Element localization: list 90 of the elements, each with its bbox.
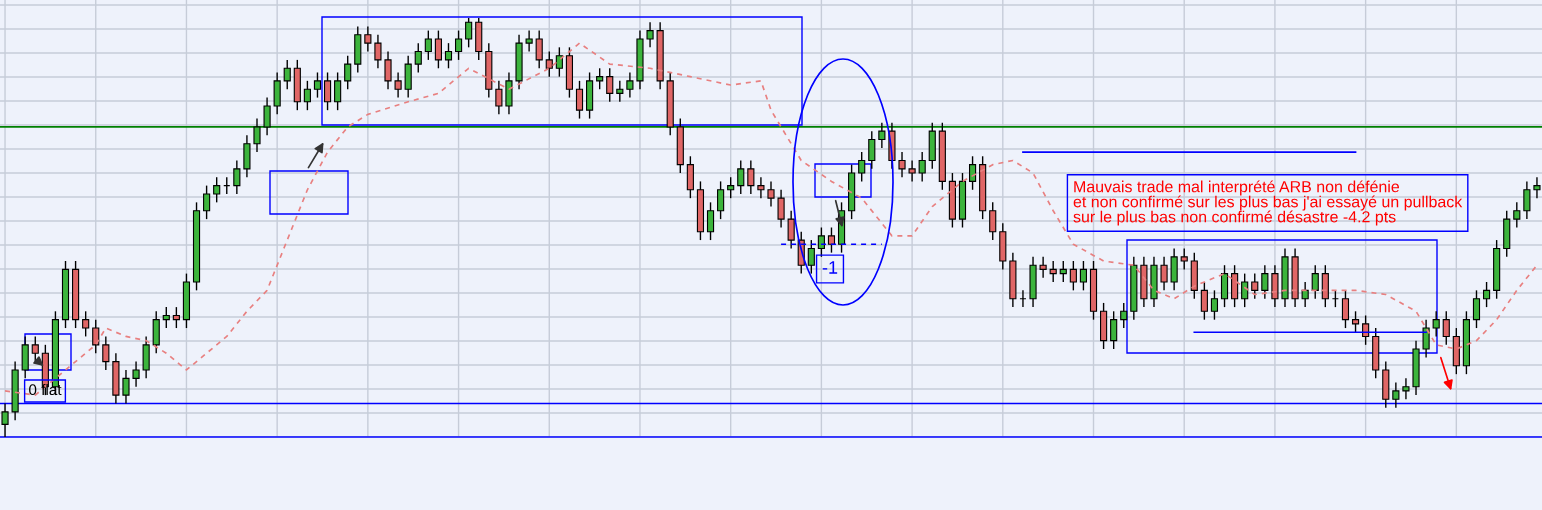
candlestick bbox=[1079, 260, 1088, 292]
candlestick bbox=[444, 42, 453, 69]
candlestick bbox=[1482, 281, 1491, 308]
candlestick bbox=[1049, 260, 1057, 283]
candlestick bbox=[203, 184, 211, 220]
candlestick bbox=[747, 159, 755, 195]
candlestick bbox=[535, 29, 543, 69]
candlestick bbox=[82, 310, 90, 338]
candlestick bbox=[102, 335, 110, 371]
candlestick bbox=[626, 71, 634, 99]
candlestick bbox=[394, 71, 402, 99]
candlestick bbox=[918, 151, 926, 183]
candlestick bbox=[213, 176, 221, 204]
candlestick bbox=[263, 96, 271, 137]
annotation: Mauvais trade mal interprété ARB non défénie et non confirmé sur les plus bas j'ai essayé un pullback sur le plus bas non confirmé désastre -4.2 pts bbox=[1073, 180, 1463, 226]
candlestick bbox=[616, 80, 624, 103]
candlestick bbox=[1261, 264, 1269, 300]
candlestick bbox=[1069, 260, 1077, 292]
candlestick bbox=[495, 80, 503, 116]
candlestick bbox=[313, 71, 322, 99]
candlestick bbox=[1351, 310, 1360, 333]
candlestick bbox=[364, 25, 372, 53]
candlestick bbox=[1200, 281, 1208, 321]
candlestick bbox=[162, 306, 170, 329]
candlestick bbox=[344, 55, 352, 90]
candlestick bbox=[1241, 272, 1249, 308]
candlestick bbox=[1523, 180, 1531, 220]
candlestick bbox=[1, 402, 9, 437]
candlestick bbox=[384, 50, 392, 90]
candlestick bbox=[434, 29, 442, 69]
candlestick bbox=[1422, 318, 1430, 359]
candlestick bbox=[1180, 247, 1188, 271]
candlestick bbox=[545, 50, 553, 78]
candlestick bbox=[454, 29, 463, 61]
candlestick bbox=[606, 67, 614, 103]
candlestick bbox=[908, 159, 916, 183]
candlestick bbox=[1472, 289, 1481, 329]
candlestick bbox=[525, 29, 533, 53]
candlestick bbox=[1059, 260, 1067, 283]
candlestick bbox=[787, 210, 795, 250]
candlestick bbox=[465, 17, 473, 49]
candlestick bbox=[303, 80, 311, 111]
candlestick bbox=[596, 67, 604, 90]
candlestick bbox=[374, 34, 382, 69]
candlestick bbox=[757, 176, 765, 199]
candlestick bbox=[1160, 256, 1168, 292]
candlestick bbox=[283, 59, 291, 90]
candlestick bbox=[646, 21, 654, 49]
candlestick bbox=[1110, 310, 1118, 350]
candlestick bbox=[1341, 289, 1350, 329]
candlestick bbox=[555, 46, 563, 78]
candlestick bbox=[1120, 302, 1128, 329]
candlestick bbox=[233, 159, 241, 195]
candlestick bbox=[1251, 272, 1259, 300]
candlestick bbox=[827, 226, 836, 254]
candlestick bbox=[575, 80, 584, 120]
candlestick bbox=[1301, 281, 1309, 308]
candlestick bbox=[898, 151, 906, 178]
candlestick bbox=[132, 360, 140, 388]
candlestick bbox=[817, 226, 825, 258]
candlestick bbox=[1402, 377, 1410, 400]
candlestick bbox=[989, 201, 997, 241]
candlestick bbox=[253, 117, 261, 153]
candlestick bbox=[767, 180, 775, 208]
candlestick bbox=[1311, 264, 1319, 300]
candlestick bbox=[727, 176, 735, 199]
candlestick bbox=[737, 159, 745, 195]
candlestick bbox=[323, 71, 332, 111]
annotation: -1 bbox=[822, 261, 838, 274]
candlestick bbox=[424, 29, 432, 61]
candlestick bbox=[706, 201, 715, 241]
candlestick bbox=[858, 151, 866, 183]
candlestick bbox=[1392, 381, 1400, 409]
candlestick bbox=[777, 189, 785, 229]
candlestick bbox=[968, 155, 977, 191]
candlestick bbox=[807, 239, 815, 275]
candlestick bbox=[878, 122, 886, 149]
candlestick bbox=[868, 130, 876, 170]
candlestick bbox=[1533, 176, 1541, 199]
candlestick bbox=[122, 369, 130, 405]
candlestick bbox=[92, 318, 100, 354]
candlestick bbox=[1513, 201, 1521, 229]
candlestick bbox=[717, 180, 725, 220]
candlestick bbox=[1210, 289, 1219, 321]
candlestick bbox=[334, 71, 342, 111]
candlestick bbox=[1442, 310, 1450, 346]
candlestick bbox=[1039, 256, 1047, 279]
candlestick bbox=[172, 306, 180, 329]
candlestick bbox=[414, 42, 422, 74]
candlestick bbox=[1432, 310, 1440, 338]
